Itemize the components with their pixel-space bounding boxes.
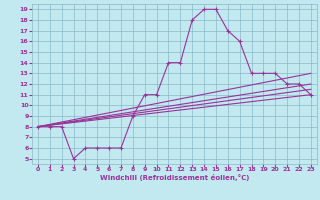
X-axis label: Windchill (Refroidissement éolien,°C): Windchill (Refroidissement éolien,°C) (100, 174, 249, 181)
